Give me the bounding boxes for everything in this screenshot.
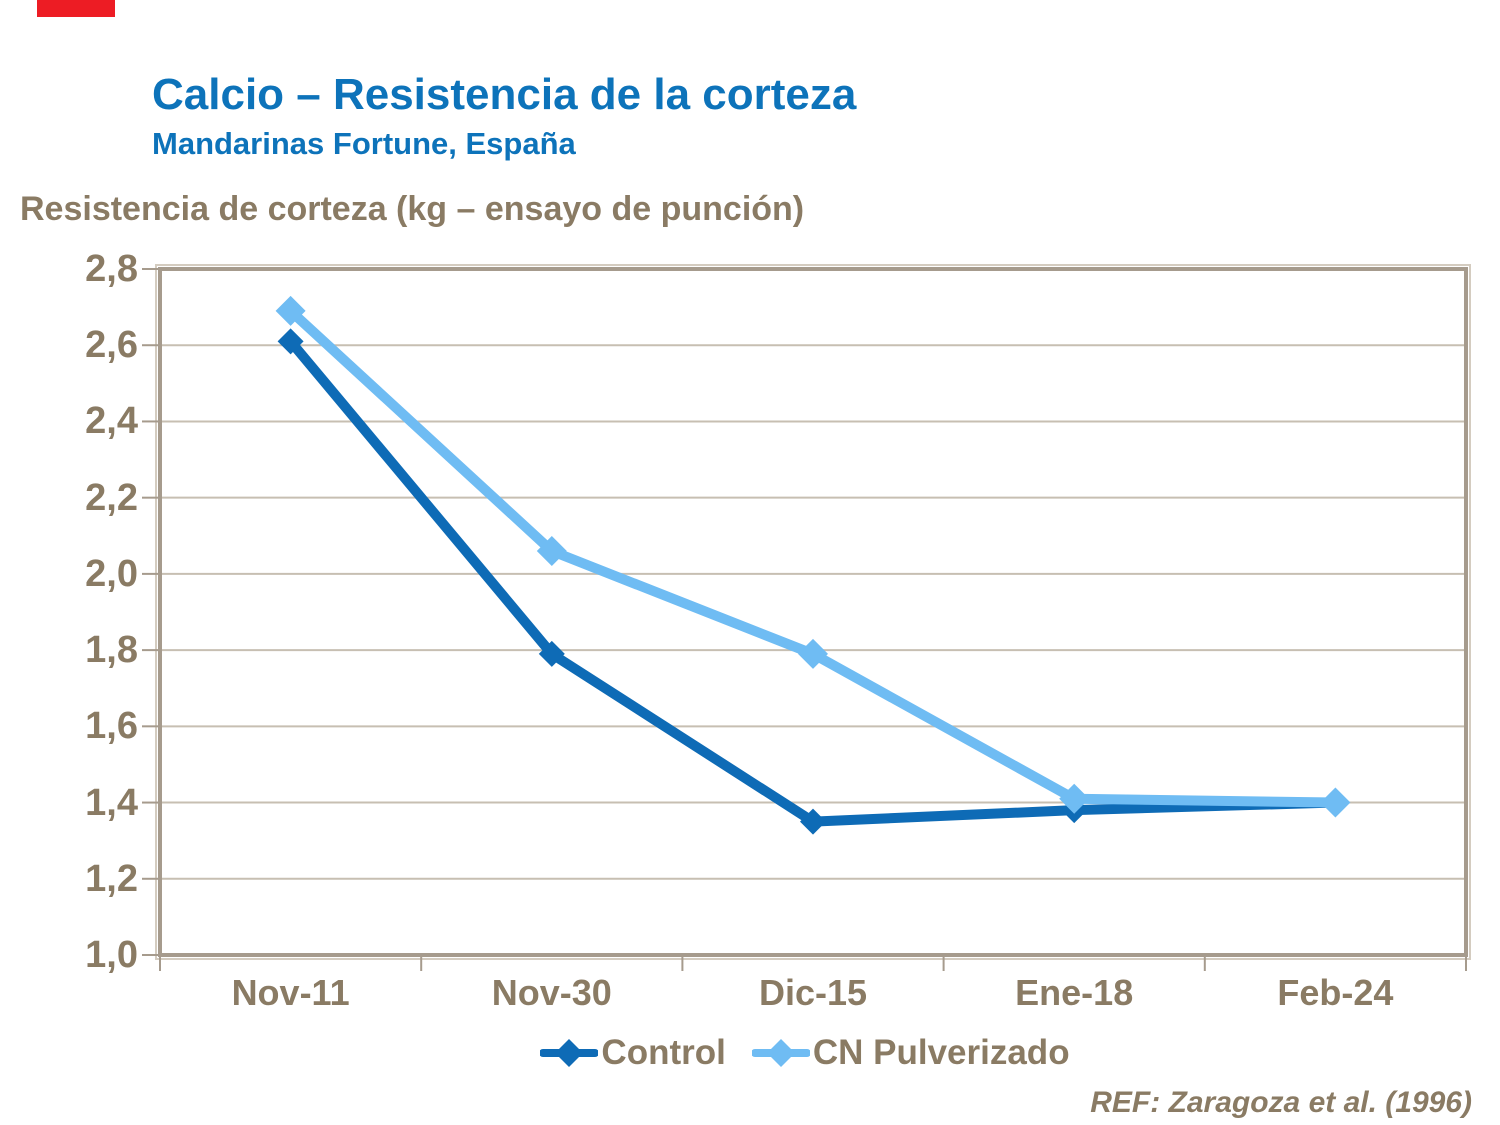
legend-item-control: Control <box>540 1033 726 1073</box>
chart-legend: Control CN Pulverizado <box>110 1030 1500 1076</box>
series-marker-cn-pulverizado <box>1059 783 1090 814</box>
legend-item-cn-pulverizado: CN Pulverizado <box>751 1033 1070 1073</box>
series-marker-control <box>277 328 304 355</box>
reference-citation: REF: Zaragoza et al. (1996) <box>1090 1086 1472 1119</box>
control-series-marker-icon <box>540 1039 599 1067</box>
series-marker-cn-pulverizado <box>1320 787 1351 818</box>
series-line-control <box>285 336 1341 827</box>
series-marker-control <box>800 808 826 835</box>
plot-frame-highlight <box>155 264 1471 960</box>
red-accent-bar <box>37 0 115 17</box>
page-title: Calcio – Resistencia de la corteza <box>152 70 857 119</box>
series-marker-cn-pulverizado <box>536 536 567 567</box>
header: Calcio – Resistencia de la corteza Manda… <box>152 70 857 162</box>
plot-frame <box>158 267 1468 957</box>
legend-label-control: Control <box>601 1033 726 1072</box>
cn-pulverizado-series-marker-icon <box>751 1039 810 1067</box>
series-marker-cn-pulverizado <box>798 638 828 669</box>
page-subtitle: Mandarinas Fortune, España <box>152 126 576 162</box>
legend-label-cn-pulverizado: CN Pulverizado <box>812 1033 1070 1072</box>
series-marker-cn-pulverizado <box>275 295 306 326</box>
series-marker-control <box>538 640 565 667</box>
y-axis-title: Resistencia de corteza (kg – ensayo de p… <box>20 190 805 228</box>
series-line-cn-pulverizado <box>285 305 1341 808</box>
